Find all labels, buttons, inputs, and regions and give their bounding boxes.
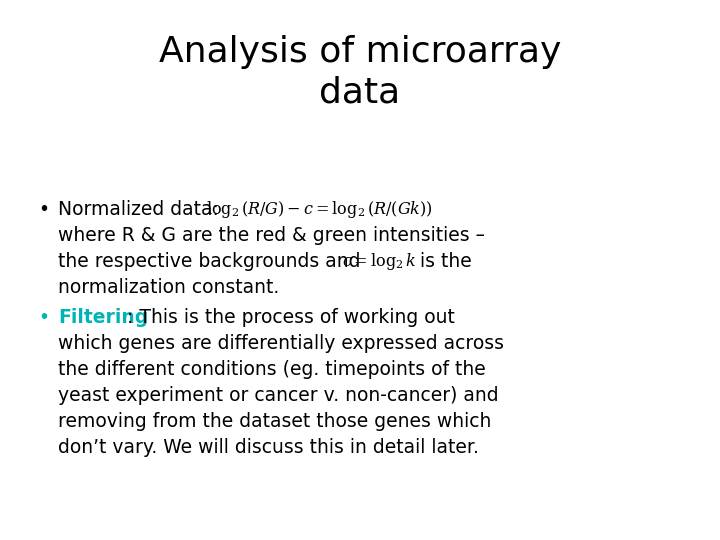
Text: Filtering: Filtering — [58, 308, 148, 327]
Text: which genes are differentially expressed across: which genes are differentially expressed… — [58, 334, 504, 353]
Text: Normalized data:: Normalized data: — [58, 200, 219, 219]
Text: •: • — [38, 200, 49, 219]
Text: yeast experiment or cancer v. non-cancer) and: yeast experiment or cancer v. non-cancer… — [58, 386, 499, 405]
Text: $c = \log_2 k$: $c = \log_2 k$ — [342, 251, 416, 272]
Text: normalization constant.: normalization constant. — [58, 278, 279, 297]
Text: Analysis of microarray
data: Analysis of microarray data — [159, 35, 561, 110]
Text: is the: is the — [414, 252, 472, 271]
Text: •: • — [38, 308, 49, 327]
Text: $\log_2(R/G)-c = \log_2(R/(Gk))$: $\log_2(R/G)-c = \log_2(R/(Gk))$ — [206, 199, 433, 220]
Text: where R & G are the red & green intensities –: where R & G are the red & green intensit… — [58, 226, 485, 245]
Text: the different conditions (eg. timepoints of the: the different conditions (eg. timepoints… — [58, 360, 486, 379]
Text: the respective backgrounds and: the respective backgrounds and — [58, 252, 361, 271]
Text: : This is the process of working out: : This is the process of working out — [127, 308, 455, 327]
Text: removing from the dataset those genes which: removing from the dataset those genes wh… — [58, 412, 491, 431]
Text: don’t vary. We will discuss this in detail later.: don’t vary. We will discuss this in deta… — [58, 438, 479, 457]
